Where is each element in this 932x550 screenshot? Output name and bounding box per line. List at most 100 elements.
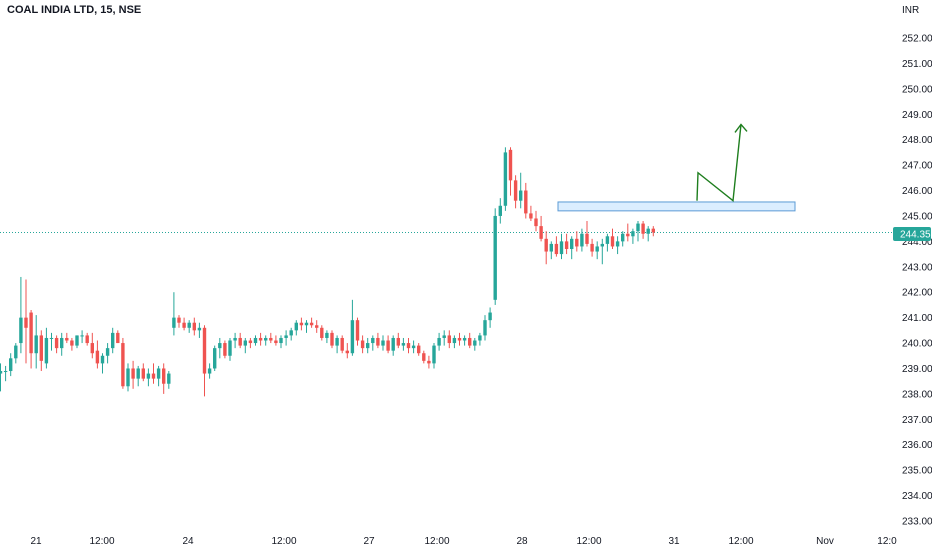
candle-body: [610, 236, 615, 247]
candle-body: [493, 215, 497, 300]
candle: [529, 205, 533, 222]
candle: [172, 292, 176, 336]
candle: [626, 223, 630, 242]
candle-body: [279, 337, 283, 344]
candle-body: [641, 223, 645, 234]
candle-body: [570, 238, 574, 249]
candle-body: [116, 332, 120, 344]
candle: [376, 332, 380, 349]
candle: [243, 337, 247, 354]
candle-body: [432, 345, 436, 364]
candle: [646, 226, 650, 242]
x-tick-label: 31: [668, 536, 680, 547]
candle-body: [549, 243, 553, 252]
candle: [49, 332, 54, 351]
candle-body: [187, 322, 191, 328]
candle-body: [422, 353, 426, 361]
candle: [590, 238, 594, 257]
candle-body: [447, 335, 451, 344]
candle: [468, 332, 472, 349]
candle: [90, 332, 94, 359]
candle: [345, 343, 349, 359]
candle: [396, 332, 400, 349]
candle-body: [315, 325, 319, 328]
x-tick-label: 28: [516, 536, 528, 547]
candle-body: [39, 335, 43, 361]
candle: [80, 330, 84, 344]
candle: [95, 340, 100, 369]
candle-body: [197, 327, 202, 331]
candle-body: [60, 337, 64, 349]
y-tick-label: 239.00: [902, 364, 932, 375]
y-tick-label: 244.00: [902, 237, 932, 248]
candle-body: [381, 340, 385, 346]
candle-body: [406, 343, 411, 349]
candle-body: [626, 233, 630, 237]
price-axis[interactable]: INR 252.00 251.00 250.00 249.00 248.00 247.00…: [902, 5, 932, 528]
candle: [493, 208, 497, 305]
candle: [233, 332, 237, 349]
candle-body: [151, 373, 156, 379]
candle-body: [396, 337, 400, 346]
candle-body: [309, 322, 314, 326]
candle-body: [442, 335, 446, 338]
candle: [503, 147, 508, 211]
candle: [401, 337, 406, 351]
candle-body: [600, 243, 604, 247]
y-tick-label: 247.00: [902, 161, 932, 172]
candle: [151, 363, 156, 384]
candle-body: [243, 340, 247, 346]
candle: [595, 241, 599, 260]
candle-body: [3, 371, 8, 373]
candle-body: [590, 243, 594, 252]
candle-body: [248, 340, 253, 344]
candle-body: [95, 350, 100, 364]
candle-body: [75, 335, 79, 346]
candle-body: [34, 335, 38, 354]
candle: [539, 215, 543, 242]
projection-arrow-layer: [696, 123, 748, 203]
candle: [248, 337, 253, 349]
candle-body: [111, 332, 115, 349]
candle-body: [371, 337, 375, 344]
candle-body: [44, 337, 49, 364]
chart-title: COAL INDIA LTD, 15, NSE: [7, 4, 142, 16]
candle-body: [452, 337, 457, 344]
candle-body: [468, 337, 472, 346]
resistance-zone[interactable]: [557, 201, 796, 212]
candle-body: [177, 317, 181, 323]
y-tick-label: 245.00: [902, 211, 932, 222]
candle: [197, 322, 202, 338]
candle: [559, 233, 564, 260]
y-tick-label: 235.00: [902, 466, 932, 477]
candle-body: [121, 343, 125, 387]
candle-body: [483, 320, 487, 336]
candle-body: [269, 337, 273, 341]
time-axis[interactable]: 21 12:00 24 12:00 27 12:00 28 12:00 31 12:00 Nov 12…: [30, 536, 897, 547]
projection-arrow-path: [696, 124, 742, 203]
candle-body: [167, 373, 171, 384]
candle: [406, 337, 411, 354]
candle-body: [126, 368, 130, 387]
candle: [218, 337, 222, 359]
candle-body: [350, 320, 355, 354]
candle: [417, 343, 421, 356]
candle: [187, 320, 191, 333]
candle: [111, 327, 115, 354]
candle: [65, 332, 69, 344]
candle: [381, 335, 385, 351]
candle: [70, 337, 74, 351]
candle: [284, 330, 288, 346]
candle: [75, 335, 79, 349]
candle: [9, 353, 13, 377]
candle: [437, 332, 441, 351]
candle: [427, 355, 431, 369]
candle: [146, 368, 151, 387]
y-tick-label: 234.00: [902, 491, 932, 502]
candle: [258, 332, 263, 346]
candle: [641, 221, 645, 239]
candle-body: [264, 337, 268, 341]
x-tick-label: 12:00: [576, 536, 601, 547]
candle: [360, 335, 365, 354]
